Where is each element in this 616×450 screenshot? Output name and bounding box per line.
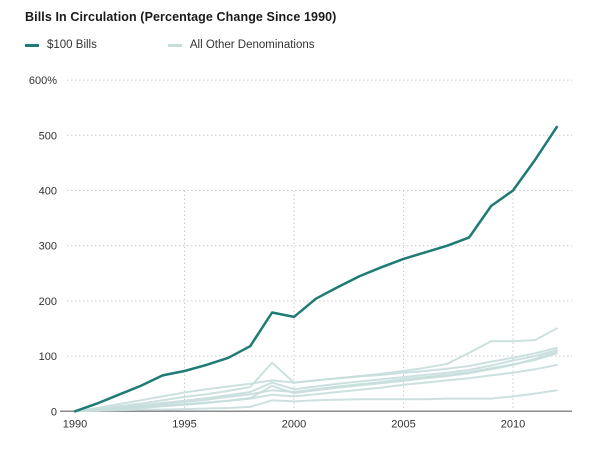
series-line-other-denomination bbox=[74, 363, 558, 413]
series-line-other-denomination bbox=[74, 389, 558, 413]
y-tick-label: 300 bbox=[39, 241, 57, 253]
legend-swatch-other-denominations bbox=[167, 43, 182, 47]
series-line-other-denomination bbox=[74, 349, 558, 413]
x-tick-label: 1990 bbox=[63, 418, 87, 430]
x-tick-label: 2000 bbox=[282, 418, 306, 430]
series-line-other-denomination bbox=[74, 346, 558, 413]
legend-swatch-100-bills bbox=[25, 43, 39, 47]
chart-title: Bills In Circulation (Percentage Change … bbox=[25, 10, 337, 24]
legend-item-other-denominations: All Other Denominations bbox=[167, 39, 315, 51]
y-tick-label: 0 bbox=[51, 406, 57, 418]
series-line-other-denomination bbox=[74, 352, 558, 413]
legend: $100 Bills All Other Denominations bbox=[25, 39, 315, 51]
legend-label-other-denominations: All Other Denominations bbox=[189, 39, 315, 51]
series-line-100-bills bbox=[73, 125, 559, 413]
x-tick-label: 1995 bbox=[172, 418, 196, 430]
y-tick-label: 500 bbox=[39, 130, 57, 142]
y-tick-label: 400 bbox=[39, 186, 57, 198]
y-tick-label: 600% bbox=[29, 75, 57, 87]
y-tick-label: 100 bbox=[39, 351, 57, 363]
legend-label-100-bills: $100 Bills bbox=[47, 39, 97, 51]
y-tick-label: 200 bbox=[39, 296, 57, 308]
x-tick-label: 2005 bbox=[391, 418, 415, 430]
legend-item-100-bills: $100 Bills bbox=[25, 39, 97, 51]
x-tick-label: 2010 bbox=[501, 418, 525, 430]
